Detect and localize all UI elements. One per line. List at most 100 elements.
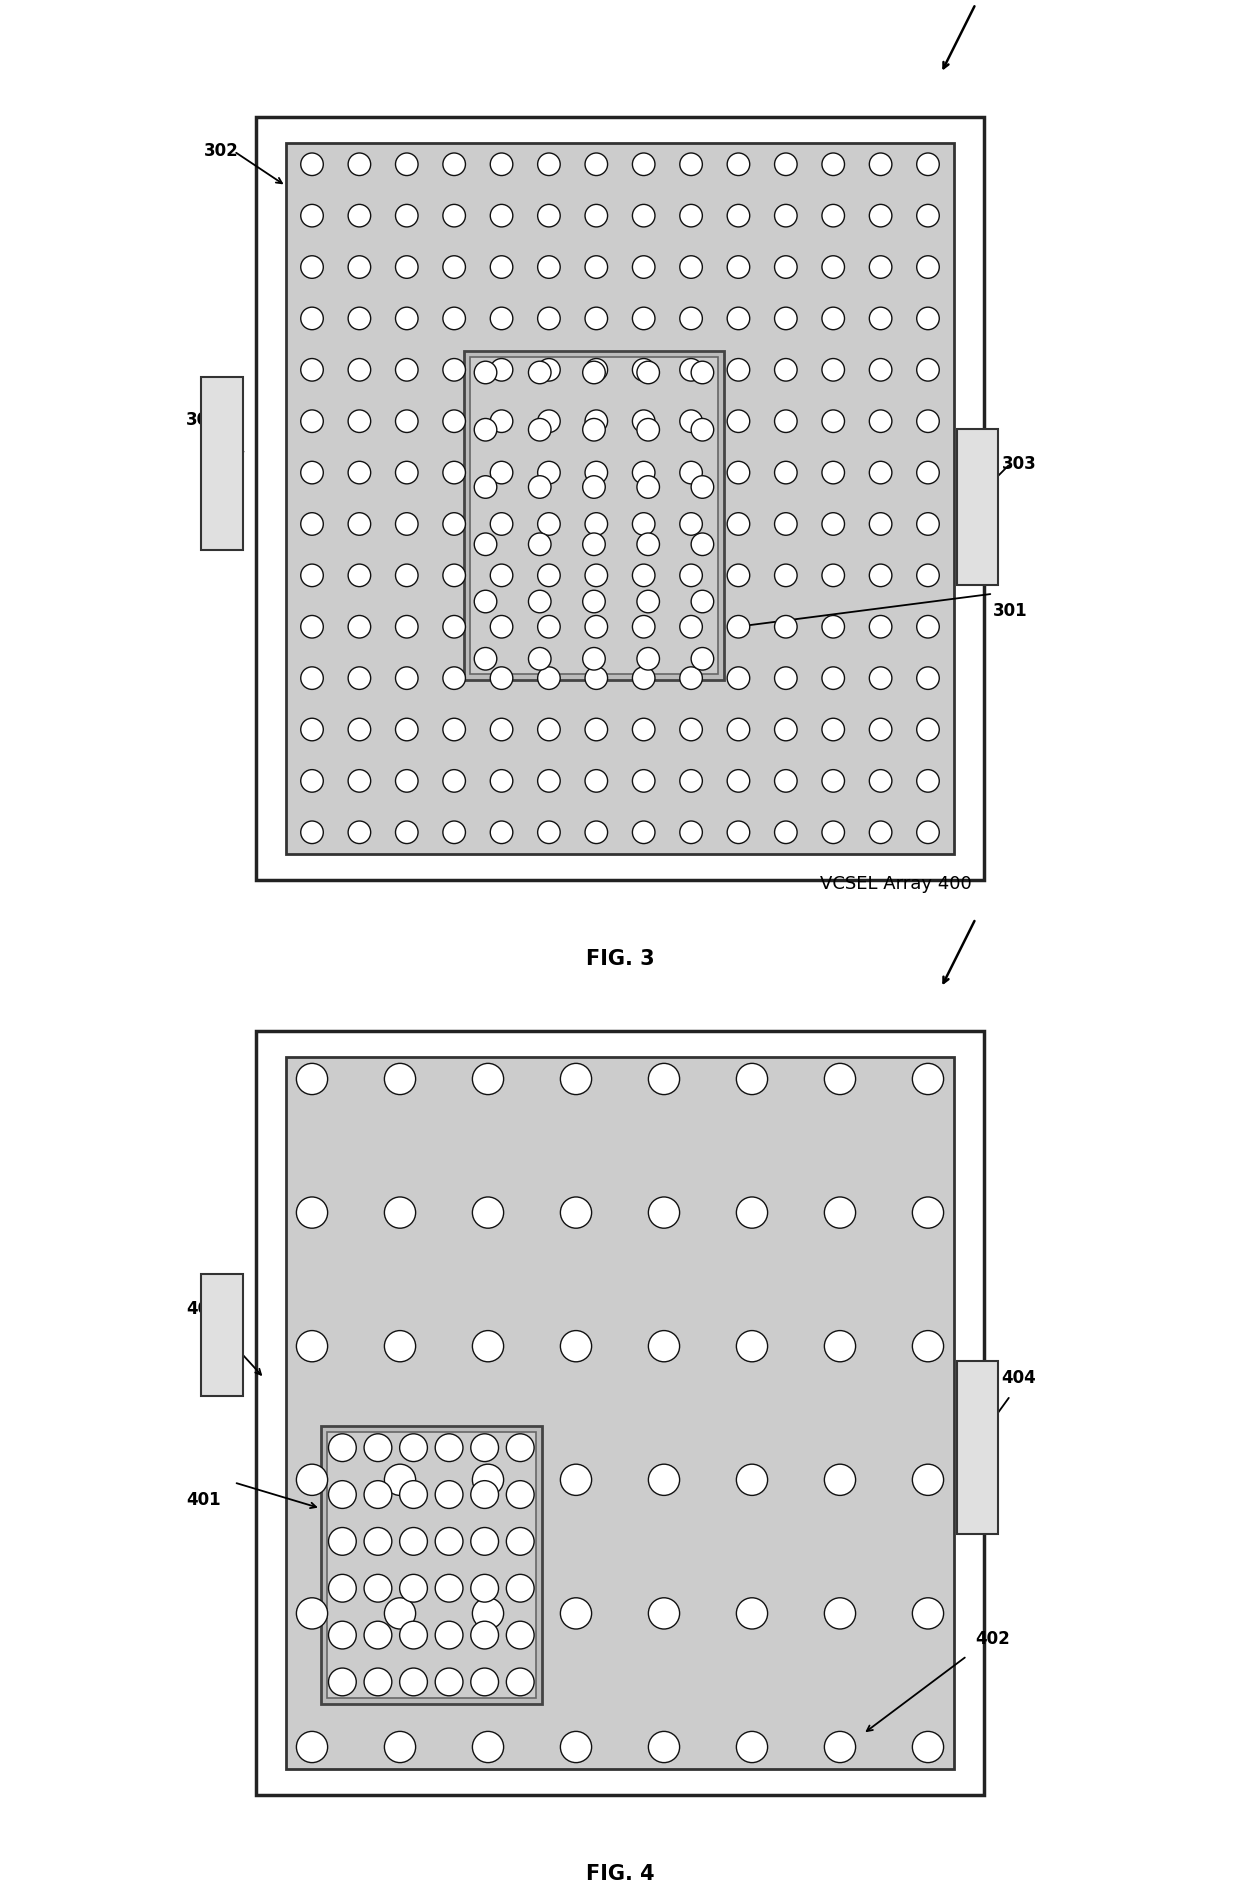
Bar [201,1275,243,1396]
Circle shape [775,153,797,175]
Circle shape [727,719,750,741]
Circle shape [490,204,513,226]
Circle shape [296,1597,327,1630]
Circle shape [822,615,844,637]
Circle shape [472,1464,503,1496]
Circle shape [583,475,605,498]
Circle shape [869,462,892,485]
Circle shape [583,419,605,441]
Circle shape [490,820,513,843]
Circle shape [632,719,655,741]
Circle shape [329,1575,356,1601]
Circle shape [528,419,551,441]
Circle shape [396,204,418,226]
Circle shape [822,769,844,792]
Circle shape [490,307,513,330]
Circle shape [680,820,702,843]
Circle shape [490,719,513,741]
Circle shape [329,1622,356,1648]
Circle shape [348,153,371,175]
Circle shape [737,1464,768,1496]
Circle shape [490,513,513,536]
Circle shape [538,204,560,226]
Circle shape [435,1622,463,1648]
Circle shape [301,409,324,432]
Circle shape [913,1731,944,1763]
Circle shape [913,1332,944,1362]
Circle shape [472,1597,503,1630]
Circle shape [737,1731,768,1763]
Circle shape [384,1332,415,1362]
Circle shape [396,409,418,432]
Circle shape [384,1731,415,1763]
Circle shape [680,307,702,330]
Circle shape [822,204,844,226]
Circle shape [538,719,560,741]
Circle shape [435,1575,463,1601]
Circle shape [649,1332,680,1362]
Text: 304: 304 [186,411,221,430]
Circle shape [443,256,465,279]
Circle shape [538,358,560,381]
Circle shape [632,615,655,637]
Circle shape [560,1198,591,1228]
Circle shape [443,820,465,843]
Circle shape [296,1064,327,1094]
Circle shape [443,358,465,381]
Text: 401: 401 [186,1490,221,1509]
Text: 301: 301 [993,602,1028,620]
Circle shape [396,153,418,175]
Circle shape [825,1064,856,1094]
Circle shape [301,256,324,279]
Circle shape [396,820,418,843]
Circle shape [825,1464,856,1496]
Circle shape [301,719,324,741]
Circle shape [348,719,371,741]
Circle shape [490,358,513,381]
Circle shape [506,1667,534,1696]
Circle shape [301,564,324,587]
Text: 404: 404 [1002,1369,1037,1388]
Circle shape [471,1433,498,1462]
Circle shape [691,362,714,383]
Circle shape [585,769,608,792]
Circle shape [538,409,560,432]
Circle shape [443,615,465,637]
Circle shape [825,1198,856,1228]
Circle shape [822,820,844,843]
Circle shape [506,1528,534,1556]
Circle shape [775,615,797,637]
Circle shape [396,769,418,792]
Circle shape [727,409,750,432]
Circle shape [916,820,939,843]
Circle shape [365,1667,392,1696]
Circle shape [680,462,702,485]
Circle shape [348,668,371,690]
Circle shape [869,719,892,741]
Circle shape [296,1332,327,1362]
Circle shape [301,668,324,690]
Circle shape [680,153,702,175]
Circle shape [348,358,371,381]
Circle shape [490,153,513,175]
Circle shape [691,534,714,556]
Circle shape [471,1481,498,1509]
Circle shape [727,564,750,587]
Circle shape [727,462,750,485]
Circle shape [913,1064,944,1094]
Circle shape [538,513,560,536]
Circle shape [443,307,465,330]
Circle shape [583,590,605,613]
Circle shape [399,1433,428,1462]
Circle shape [869,409,892,432]
Circle shape [727,307,750,330]
Text: 303: 303 [1002,455,1037,473]
Text: 402: 402 [976,1630,1011,1648]
Circle shape [396,719,418,741]
Circle shape [301,769,324,792]
Circle shape [471,1528,498,1556]
Circle shape [680,409,702,432]
Circle shape [632,153,655,175]
Circle shape [649,1597,680,1630]
Circle shape [474,419,497,441]
